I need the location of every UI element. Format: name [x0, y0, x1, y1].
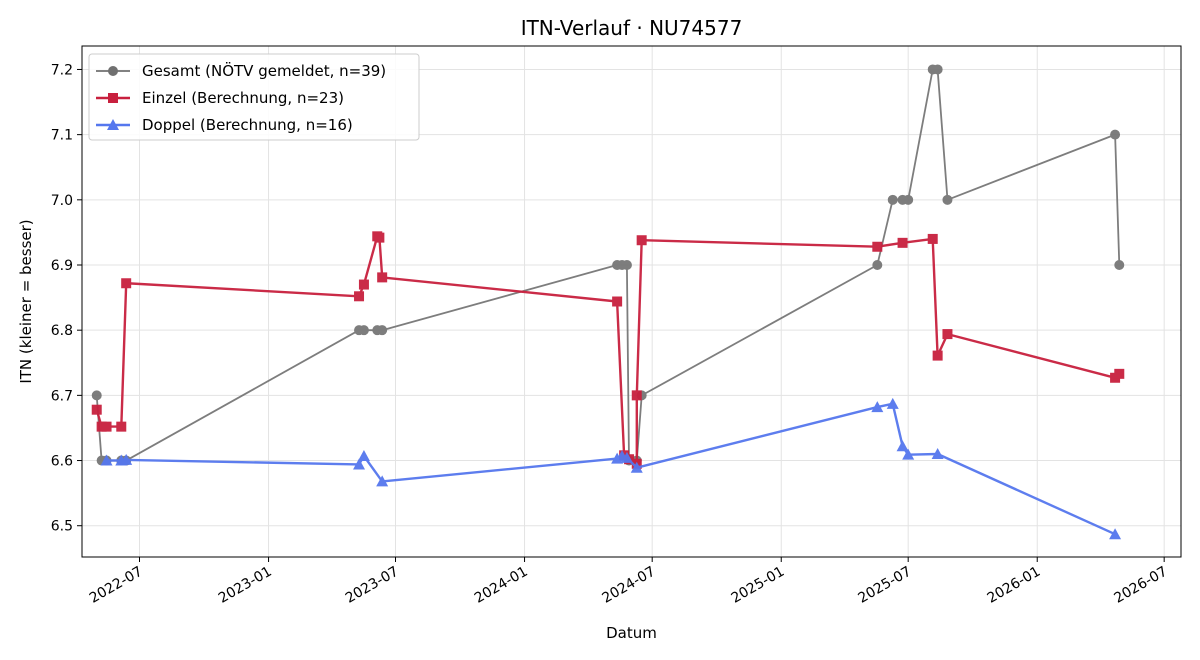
data-point-einzel — [897, 237, 908, 248]
data-point-doppel — [120, 453, 133, 465]
legend-marker-doppel — [107, 119, 119, 130]
legend: Gesamt (NÖTV gemeldet, n=39) Einzel (Bere… — [88, 53, 420, 141]
data-point-doppel — [1109, 528, 1122, 540]
data-point-einzel — [377, 272, 388, 283]
axes: 2022-07 2023-01 2023-07 2024-01 2024-07 2025-… — [51, 62, 1170, 606]
y-axis-label: ITN (kleiner = besser) — [17, 219, 35, 383]
data-point-doppel — [357, 449, 370, 461]
series-layer — [91, 64, 1125, 540]
series-line-doppel — [106, 402, 1116, 536]
data-point-gesamt — [932, 64, 943, 75]
data-point-einzel — [631, 390, 642, 401]
data-point-gesamt — [621, 260, 632, 270]
data-point-einzel — [636, 235, 647, 246]
data-point-einzel — [91, 404, 102, 415]
data-point-einzel — [358, 279, 369, 290]
x-tick-label: 2024-01 — [472, 564, 531, 607]
data-point-gesamt — [872, 260, 883, 270]
legend-label-einzel: Einzel (Berechnung, n=23) — [142, 89, 344, 107]
data-point-einzel — [121, 278, 132, 289]
plot-frame — [81, 45, 1182, 558]
y-tick-label: 6.6 — [51, 454, 73, 470]
data-point-gesamt — [377, 325, 388, 336]
x-tick-label: 2025-07 — [856, 564, 915, 607]
data-point-einzel — [942, 329, 953, 340]
data-point-einzel — [932, 350, 943, 361]
x-axis-label: Datum — [606, 624, 657, 642]
data-point-doppel — [376, 475, 389, 487]
data-point-einzel — [872, 241, 883, 252]
y-tick-label: 6.5 — [51, 519, 73, 535]
x-tick-label: 2023-07 — [343, 564, 402, 607]
x-tick-label: 2025-01 — [729, 564, 788, 607]
data-point-einzel — [927, 233, 938, 244]
legend-marker-gesamt — [108, 66, 118, 76]
y-tick-label: 6.8 — [51, 323, 73, 339]
y-tick-label: 7.1 — [51, 128, 73, 144]
data-point-einzel — [101, 421, 112, 432]
legend-label-gesamt: Gesamt (NÖTV gemeldet, n=39) — [142, 61, 386, 80]
chart-title: ITN-Verlauf · NU74577 — [521, 16, 743, 40]
data-point-einzel — [354, 291, 365, 302]
data-point-gesamt — [1110, 129, 1121, 140]
data-point-doppel — [896, 440, 909, 452]
data-point-gesamt — [903, 194, 914, 205]
legend-marker-einzel — [108, 93, 118, 103]
data-point-doppel — [902, 448, 915, 460]
legend-box — [88, 53, 420, 141]
y-tick-label: 7.2 — [51, 62, 73, 78]
data-point-doppel — [886, 397, 899, 409]
y-tick-label: 7.0 — [51, 193, 73, 209]
data-point-einzel — [116, 421, 127, 432]
data-point-gesamt — [887, 194, 898, 205]
x-tick-label: 2022-07 — [87, 564, 146, 607]
legend-label-doppel: Doppel (Berechnung, n=16) — [142, 116, 353, 134]
series-line-einzel — [95, 235, 1121, 465]
data-point-einzel — [374, 232, 385, 243]
y-tick-label: 6.9 — [51, 258, 73, 274]
data-point-gesamt — [358, 325, 369, 336]
data-point-einzel — [612, 296, 623, 307]
data-point-gesamt — [91, 390, 102, 401]
x-tick-label: 2026-07 — [1112, 564, 1171, 607]
data-point-einzel — [1114, 368, 1125, 379]
data-point-doppel — [353, 458, 366, 470]
x-tick-label: 2024-07 — [600, 564, 659, 607]
data-point-gesamt — [942, 194, 953, 205]
x-tick-label: 2023-01 — [216, 564, 275, 607]
data-point-doppel — [620, 451, 633, 463]
x-tick-label: 2026-01 — [985, 564, 1044, 607]
data-point-gesamt — [1114, 260, 1125, 270]
data-point-doppel — [931, 448, 944, 460]
y-tick-label: 6.7 — [51, 388, 73, 404]
data-point-doppel — [630, 461, 643, 473]
data-point-doppel — [871, 401, 884, 413]
data-point-doppel — [100, 454, 113, 466]
series-doppel — [100, 397, 1122, 540]
